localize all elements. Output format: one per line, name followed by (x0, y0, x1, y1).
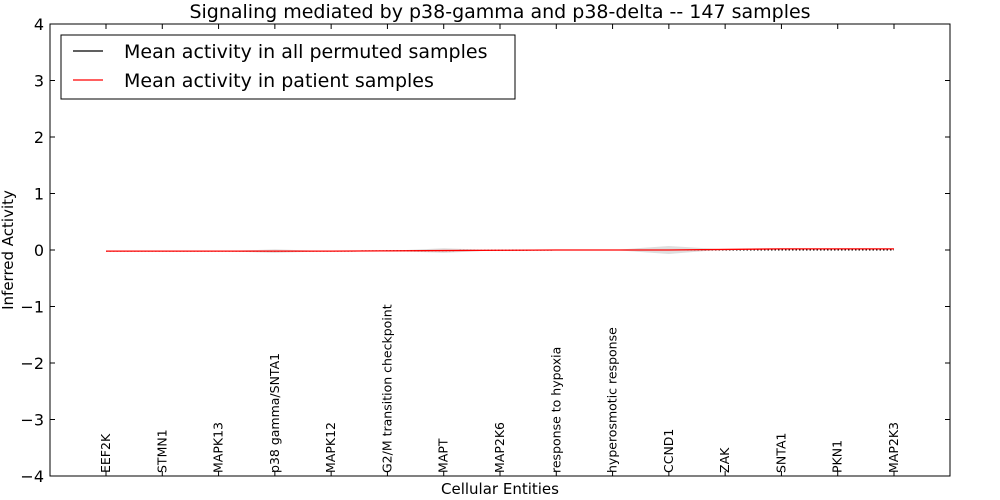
x-tick-label: PKN1 (830, 440, 845, 473)
y-tick-label: −2 (20, 354, 44, 373)
x-tick-label: p38 gamma/SNTA1 (267, 353, 282, 473)
y-axis-label: Inferred Activity (0, 190, 17, 310)
series-line-patient (106, 248, 894, 252)
x-axis-label: Cellular Entities (441, 480, 559, 498)
legend-label-patient: Mean activity in patient samples (124, 70, 434, 92)
band-area (106, 246, 894, 254)
x-tick-label: CCND1 (661, 429, 676, 473)
y-tick-label: 3 (34, 72, 44, 91)
y-tick-label: 2 (34, 128, 44, 147)
x-tick-label: MAPK12 (323, 422, 338, 473)
uncertainty-band (106, 246, 894, 254)
legend: Mean activity in all permuted samples Me… (60, 34, 516, 100)
x-tick-label: MAPK13 (211, 422, 226, 473)
legend-label-permuted: Mean activity in all permuted samples (124, 41, 487, 63)
x-tick-label: MAP2K6 (492, 422, 507, 473)
x-tick-label: hyperosmotic response (605, 327, 620, 473)
x-axis: EEF2K STMN1 MAPK13 p38 gamma/SNTA1 MAPK12 G2/… (98, 24, 901, 476)
y-axis: 4 3 2 1 0 −1 −2 −3 −4 (20, 15, 950, 486)
y-tick-label: 0 (34, 241, 44, 260)
x-tick-label: EEF2K (98, 433, 113, 473)
x-tick-label: ZAK (717, 447, 732, 473)
series-layer (106, 248, 894, 252)
x-tick-label: MAP2K3 (886, 422, 901, 473)
y-tick-label: 1 (34, 185, 44, 204)
y-tick-label: −1 (20, 298, 44, 317)
x-tick-label: STMN1 (154, 429, 169, 473)
y-tick-label: −3 (20, 411, 44, 430)
x-tick-label: response to hypoxia (548, 347, 563, 473)
x-tick-label: MAPT (436, 438, 451, 473)
chart-title: Signaling mediated by p38-gamma and p38-… (189, 1, 810, 23)
y-tick-label: −4 (20, 467, 44, 486)
legend-box (60, 34, 516, 100)
x-tick-label: SNTA1 (773, 433, 788, 473)
y-tick-label: 4 (34, 15, 44, 34)
x-tick-label: G2/M transition checkpoint (379, 304, 394, 473)
